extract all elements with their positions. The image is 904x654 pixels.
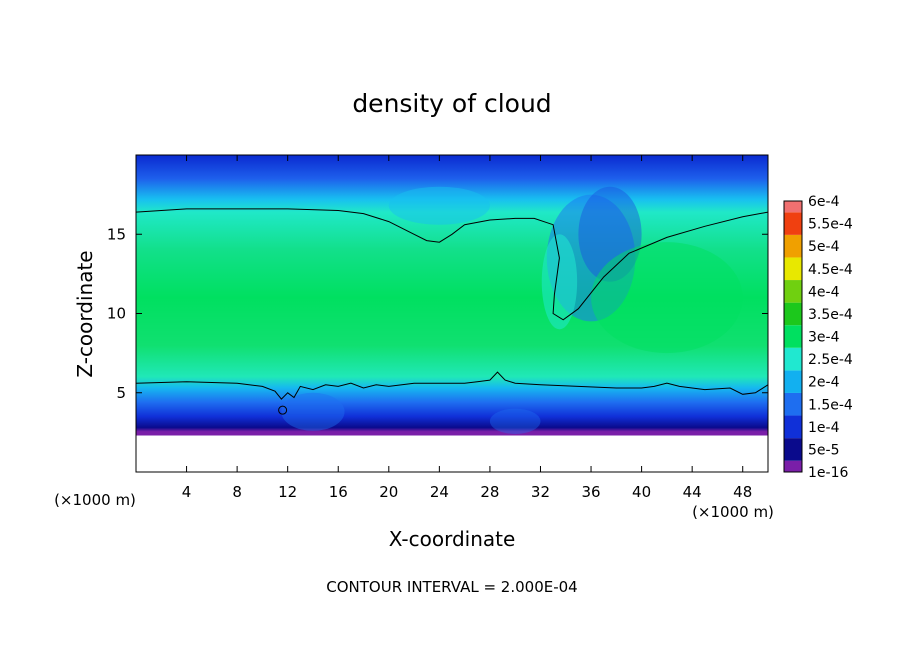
x-tick-label: 8	[232, 483, 242, 501]
x-tick-label: 4	[182, 483, 192, 501]
colorbar-swatch	[784, 415, 802, 439]
colorbar-swatch	[784, 201, 802, 213]
contour-lower	[136, 371, 768, 400]
x-axis: 4 8 12 16 20 24 28 32 36 40 44 48	[182, 155, 752, 501]
colorbar-swatch	[784, 347, 802, 371]
x-tick-label: 32	[531, 483, 550, 501]
x-unit-left: (×1000 m)	[54, 491, 136, 509]
colorbar-swatch	[784, 257, 802, 281]
colorbar-swatch	[784, 325, 802, 348]
colorbar-label: 6e-4	[808, 194, 840, 210]
colorbar-swatch	[784, 392, 802, 416]
colorbar-swatch	[784, 460, 802, 472]
colorbar-swatch	[784, 302, 802, 326]
x-tick-label: 44	[683, 483, 702, 501]
colorbar-swatch	[784, 370, 802, 393]
x-axis-label: X-coordinate	[389, 527, 516, 551]
colorbar-swatch	[784, 234, 802, 258]
colorbar-label: 5e-5	[808, 442, 839, 458]
colorbar-label: 4.5e-4	[808, 262, 853, 278]
y-tick-label: 10	[107, 305, 126, 323]
colorbar-label: 3.5e-4	[808, 307, 853, 323]
x-tick-label: 28	[480, 483, 499, 501]
contour-small-loop	[278, 405, 288, 415]
chart-title: density of cloud	[352, 89, 551, 118]
colorbar-swatch	[784, 438, 802, 461]
colorbar-legend: 1e-16 5e-5 1e-4 1.5e-4 2e-4 2.5e-4 3e-4 3.5e-4 4…	[783, 194, 853, 481]
colorbar-swatch	[784, 280, 802, 303]
y-axis-label: Z-coordinate	[73, 250, 97, 377]
contour-upper	[136, 208, 768, 321]
colorbar-swatch	[784, 212, 802, 235]
colorbar-label: 5e-4	[808, 239, 840, 255]
x-tick-label: 20	[379, 483, 398, 501]
colorbar-label: 5.5e-4	[808, 217, 853, 233]
y-tick-label: 5	[116, 384, 126, 402]
colorbar-label: 1.5e-4	[808, 397, 853, 413]
x-tick-label: 24	[430, 483, 449, 501]
colorbar-label: 3e-4	[808, 330, 840, 346]
plot-area	[135, 154, 769, 473]
colorbar-label: 4e-4	[808, 284, 840, 300]
colorbar-frame	[783, 200, 803, 473]
colorbar-label: 2e-4	[808, 375, 840, 391]
colorbar-label: 1e-16	[808, 465, 848, 481]
x-tick-label: 40	[632, 483, 651, 501]
colorbar-label: 1e-4	[808, 420, 840, 436]
x-unit-right: (×1000 m)	[692, 503, 774, 521]
y-tick-label: 15	[107, 225, 126, 243]
colorbar-label: 2.5e-4	[808, 352, 853, 368]
contour-interval-note: CONTOUR INTERVAL = 2.000E-04	[326, 578, 577, 596]
x-tick-label: 12	[278, 483, 297, 501]
x-tick-label: 36	[581, 483, 600, 501]
x-tick-label: 16	[329, 483, 348, 501]
y-axis: 5 10 15	[107, 225, 768, 402]
x-tick-label: 48	[733, 483, 752, 501]
